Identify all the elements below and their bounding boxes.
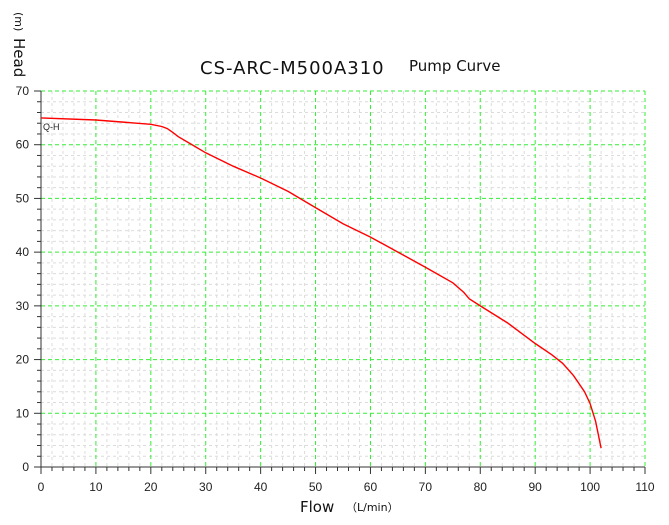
y-tick-label: 50 — [16, 191, 30, 205]
y-axis-unit: (m) — [12, 12, 25, 31]
y-tick-label: 0 — [22, 460, 29, 474]
x-tick-label: 100 — [580, 480, 600, 494]
axes — [34, 90, 646, 474]
x-tick-label: 0 — [38, 480, 45, 494]
x-tick-label: 80 — [474, 480, 488, 494]
series-layer: Q-H — [40, 117, 602, 449]
y-tick-label: 60 — [16, 138, 30, 152]
x-tick-label: 10 — [89, 480, 103, 494]
x-tick-label: 90 — [529, 480, 543, 494]
series-line-q-h — [40, 117, 602, 449]
x-axis-label: Flow — [300, 498, 334, 516]
x-tick-label: 30 — [199, 480, 213, 494]
x-tick-label: 20 — [144, 480, 158, 494]
x-tick-label: 60 — [364, 480, 378, 494]
y-tick-label: 10 — [16, 406, 30, 420]
y-axis-label: Head — [10, 38, 28, 77]
chart-title-suffix: Pump Curve — [409, 57, 500, 75]
y-tick-label: 30 — [16, 299, 30, 313]
x-tick-label: 110 — [635, 480, 654, 494]
chart-title-model: CS-ARC-M500A310 — [200, 58, 385, 79]
series-label-q-h: Q-H — [43, 122, 60, 132]
x-tick-label: 50 — [309, 480, 323, 494]
tick-labels: 0 10 20 30 40 50 60 70 80 90 100 110 0 10 20 30 40 50 60 70 — [16, 84, 655, 494]
y-tick-label: 70 — [16, 84, 30, 98]
y-tick-label: 40 — [16, 245, 30, 259]
y-tick-label: 20 — [16, 353, 30, 367]
grid — [41, 90, 646, 467]
x-tick-label: 70 — [419, 480, 433, 494]
x-axis-unit: （L/min） — [346, 501, 399, 514]
x-tick-label: 40 — [254, 480, 268, 494]
